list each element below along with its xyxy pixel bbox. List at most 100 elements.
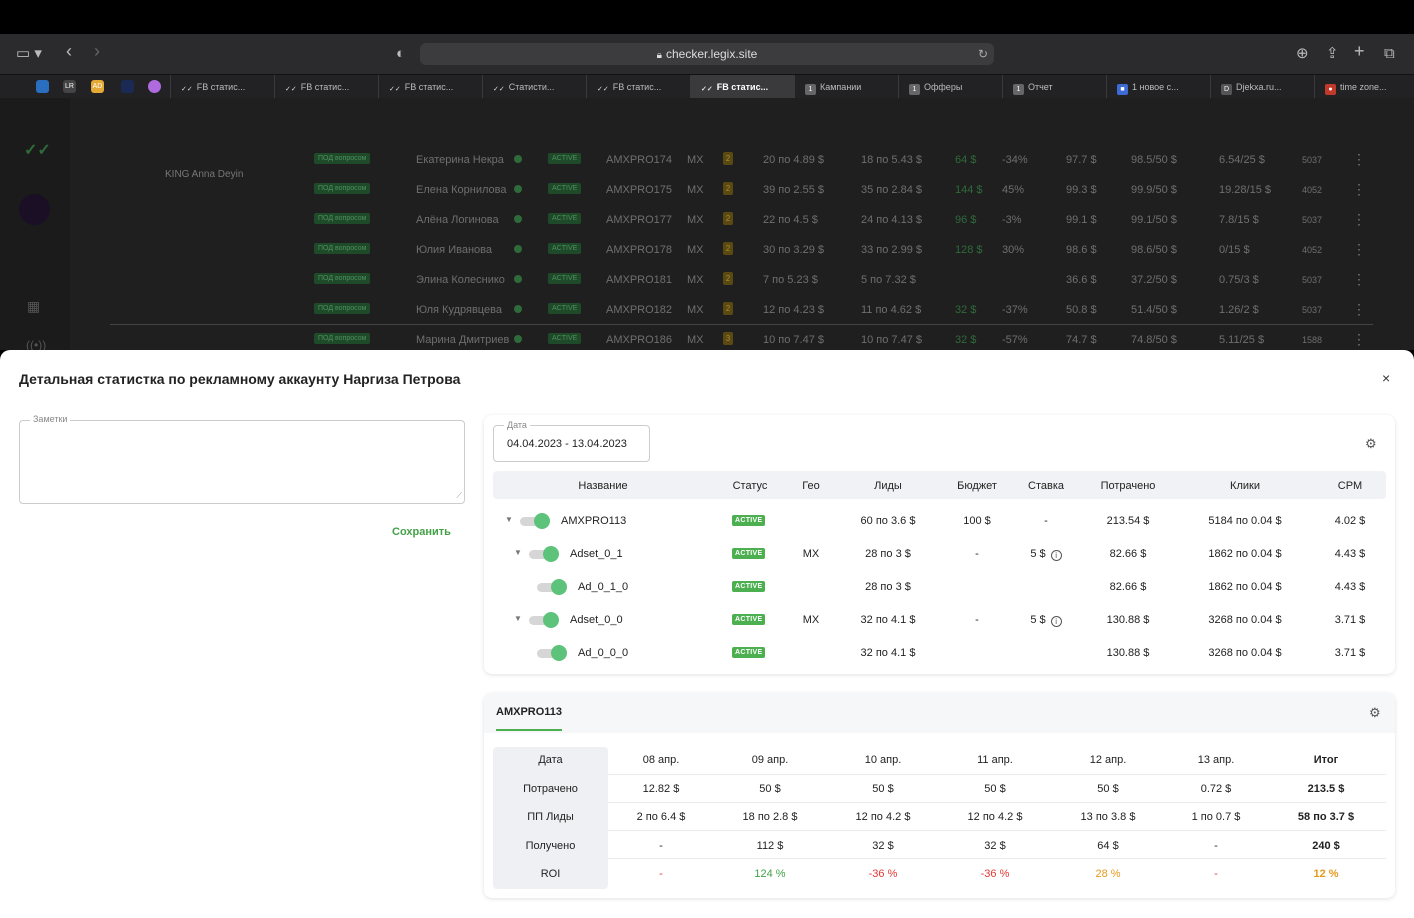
info-icon[interactable]: i <box>1050 616 1062 627</box>
column-header[interactable]: Лиды <box>874 480 902 492</box>
row-name[interactable]: Adset_0_1 <box>570 548 623 560</box>
browser-tab[interactable]: ✓✓ FB статис... <box>586 75 690 99</box>
info-icon[interactable]: i <box>1050 550 1062 561</box>
more-menu-icon[interactable]: ⋮ <box>1352 211 1366 227</box>
row-divider <box>608 774 1386 775</box>
status-badge: ACTIVE <box>732 614 766 625</box>
date-range-picker[interactable]: Дата 04.04.2023 - 13.04.2023 <box>493 420 650 462</box>
tab-amxpro113[interactable]: AMXPRO113 <box>496 706 563 718</box>
share-icon[interactable]: ⇪ <box>1326 45 1339 62</box>
tab-label: Офферы <box>924 82 963 92</box>
bg-cell-name: Элина Колесникo <box>416 274 505 286</box>
avatar[interactable] <box>19 194 50 225</box>
column-header[interactable]: Потрачено <box>1100 480 1156 492</box>
bg-cell-income: 96 $ <box>955 214 977 226</box>
dashboard-icon[interactable]: ▦ <box>27 298 41 314</box>
save-button[interactable]: Сохранить <box>392 526 451 538</box>
settings-gear-icon[interactable]: ⚙ <box>1369 705 1381 720</box>
row-label: Получено <box>525 840 576 852</box>
bg-cell-limit: 37.2/50 $ <box>1131 274 1177 286</box>
more-menu-icon[interactable]: ⋮ <box>1352 241 1366 257</box>
more-menu-icon[interactable]: ⋮ <box>1352 331 1366 347</box>
row-name[interactable]: AMXPRO113 <box>561 515 627 527</box>
bg-cell-daily: 6.54/25 $ <box>1219 154 1265 166</box>
row-label: ROI <box>540 868 561 880</box>
browser-tab[interactable]: ✓✓ FB статис... <box>378 75 482 99</box>
bg-cell-limit: 99.1/50 $ <box>1131 214 1177 226</box>
bg-cell-spent: 99.1 $ <box>1066 214 1097 226</box>
daily-cell-date: Итог <box>1313 754 1339 766</box>
bg-cell-badge: ПОД вопросом <box>314 333 371 344</box>
bid-value: 5 $ <box>1030 548 1046 560</box>
expand-caret-icon[interactable]: ▼ <box>505 515 513 524</box>
toggle-track <box>537 583 561 592</box>
browser-tab[interactable]: 1 Офферы <box>898 75 1002 99</box>
status-toggle[interactable] <box>529 546 559 562</box>
row-label: ПП Лиды <box>527 811 574 823</box>
bid-cell: 5 $ i <box>1006 614 1086 627</box>
pinned-tab-dot-icon[interactable] <box>121 80 134 93</box>
browser-tab[interactable]: ✓✓ FB статис... <box>170 75 274 99</box>
pinned-tab-lr-icon[interactable]: LR <box>63 80 76 93</box>
more-menu-icon[interactable]: ⋮ <box>1352 151 1366 167</box>
notes-field[interactable]: Заметки ⟋ <box>19 414 465 504</box>
row-name[interactable]: Ad_0_1_0 <box>578 581 629 593</box>
online-dot-icon <box>514 275 522 283</box>
toggle-knob <box>543 612 559 628</box>
background-page: ✓✓ ▦ ((•)) KING Anna Deyin ПОД вопросом Е… <box>0 98 1414 350</box>
pinned-tab-globe-icon[interactable] <box>36 80 49 93</box>
pinned-tab-orb-icon[interactable] <box>148 80 161 93</box>
column-header[interactable]: Бюджет <box>957 480 997 492</box>
column-header[interactable]: CPM <box>1337 480 1363 492</box>
tab-favicon-icon: ✓✓ <box>181 86 193 93</box>
tab-overview-icon[interactable]: ⧉ <box>1384 45 1395 62</box>
spent-cell: 130.88 $ <box>1106 647 1150 659</box>
settings-gear-icon[interactable]: ⚙ <box>1365 436 1377 451</box>
expand-caret-icon[interactable]: ▼ <box>514 548 522 557</box>
browser-tab[interactable]: D Djekxa.ru... <box>1210 75 1314 99</box>
status-toggle[interactable] <box>537 645 567 661</box>
daily-cell-roi: - <box>659 868 663 880</box>
expand-caret-icon[interactable]: ▼ <box>514 614 522 623</box>
bg-cell-roi: 45% <box>1002 184 1025 196</box>
daily-cell-leads: 58 по 3.7 $ <box>1297 811 1355 823</box>
reload-icon[interactable]: ↻ <box>977 47 988 61</box>
new-tab-icon[interactable]: + <box>1354 41 1365 61</box>
row-name[interactable]: Ad_0_0_0 <box>578 647 629 659</box>
privacy-shield-icon[interactable]: ◐ <box>396 45 406 62</box>
close-icon[interactable]: × <box>1382 370 1391 386</box>
browser-toolbar: ▭ ▾ ‹ › ◐ 🔒︎ checker.legix.site ↻ ⊕ ⇪ + ⧉ <box>0 34 1414 74</box>
status-toggle[interactable] <box>520 513 550 529</box>
more-menu-icon[interactable]: ⋮ <box>1352 271 1366 287</box>
more-menu-icon[interactable]: ⋮ <box>1352 301 1366 317</box>
column-header[interactable]: Клики <box>1230 480 1260 492</box>
browser-tab[interactable]: ● time zone... <box>1314 75 1414 99</box>
broadcast-icon[interactable]: ((•)) <box>26 338 47 350</box>
browser-tab[interactable]: 1 Кампании <box>794 75 898 99</box>
column-header[interactable]: Название <box>578 480 628 492</box>
browser-tab[interactable]: ✓✓ FB статис... <box>274 75 378 99</box>
back-icon[interactable]: ‹ <box>66 41 72 61</box>
browser-tab[interactable]: 1 Отчет <box>1002 75 1106 99</box>
bg-cell-leads: 30 по 3.29 $ <box>763 244 825 256</box>
column-header[interactable]: Статус <box>732 480 768 492</box>
pinned-tab-ads-icon[interactable]: AD <box>91 80 104 93</box>
row-name[interactable]: Adset_0_0 <box>570 614 623 626</box>
resize-handle-icon[interactable]: ⟋ <box>456 491 462 500</box>
status-toggle[interactable] <box>537 579 567 595</box>
browser-tab[interactable]: ✓✓ FB статис... <box>690 75 794 99</box>
more-menu-icon[interactable]: ⋮ <box>1352 181 1366 197</box>
spent-cell: 213.54 $ <box>1106 515 1150 527</box>
browser-tab[interactable]: ■ 1 новое с... <box>1106 75 1210 99</box>
background-table-row: ПОД вопросом Элина Колесникo ACTIVE AMXPRO1… <box>305 265 1375 295</box>
status-toggle[interactable] <box>529 612 559 628</box>
sidebar-toggle-icon[interactable]: ▭ ▾ <box>16 45 42 62</box>
download-icon[interactable]: ⊕ <box>1296 45 1309 62</box>
address-bar[interactable]: 🔒︎ checker.legix.site ↻ <box>420 43 994 65</box>
forward-icon[interactable]: › <box>94 41 100 61</box>
background-table-row: ПОД вопросом Юлия Иванова ACTIVE AMXPRO178 M… <box>305 235 1375 265</box>
browser-tab[interactable]: ✓✓ Статисти... <box>482 75 586 99</box>
daily-cell-roi: 12 % <box>1313 868 1339 880</box>
column-header[interactable]: Ставка <box>1028 480 1064 492</box>
column-header[interactable]: Гео <box>802 480 820 492</box>
